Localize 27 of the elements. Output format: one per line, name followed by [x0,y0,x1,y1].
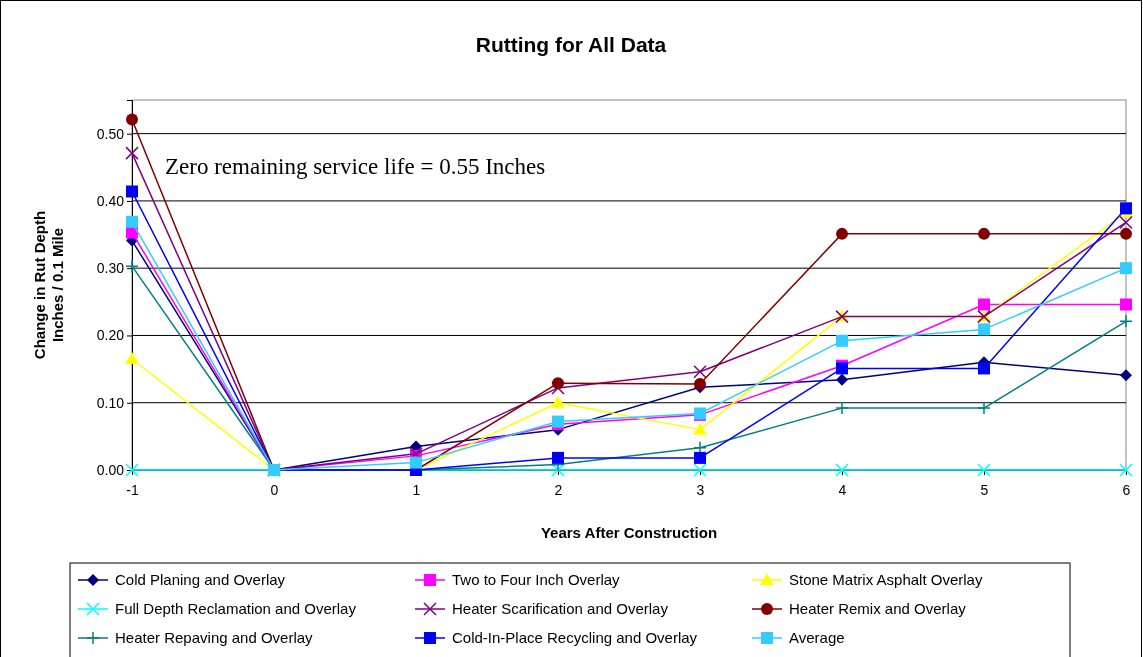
x-tick-label: 1 [412,481,421,498]
legend-label: Heater Remix and Overlay [789,600,967,617]
x-tick-label: -1 [126,481,139,498]
chart-title: Rutting for All Data [475,33,667,56]
x-tick-label: 6 [1122,481,1131,498]
y-tick-label: 0.20 [96,327,125,344]
legend-label: Cold-In-Place Recycling and Overlay [452,629,698,646]
legend-label: Stone Matrix Asphalt Overlay [789,571,983,588]
y-axis-title: Change in Rut Depth Inches / 0.1 Mile [31,210,66,360]
x-tick-label: 2 [554,481,563,498]
x-axis-title: Years After Construction [540,524,718,541]
legend-label: Cold Planing and Overlay [115,571,286,588]
y-tick-label: 0.30 [96,260,125,277]
y-tick-label: 0.10 [96,394,125,411]
legend-label: Full Depth Reclamation and Overlay [115,600,357,617]
x-tick-label: 4 [838,481,847,498]
x-tick-label: 0 [270,481,279,498]
annotation: Zero remaining service life = 0.55 Inches [165,154,546,179]
y-tick-label: 0.50 [96,125,125,142]
legend-label: Average [789,629,845,646]
x-tick-label: 5 [980,481,989,498]
y-tick-label: 0.40 [96,192,125,209]
y-tick-label: 0.00 [96,461,125,478]
legend-label: Two to Four Inch Overlay [452,571,621,588]
legend-label: Heater Repaving and Overlay [115,629,314,646]
legend-label: Heater Scarification and Overlay [452,600,669,617]
x-tick-label: 3 [696,481,705,498]
